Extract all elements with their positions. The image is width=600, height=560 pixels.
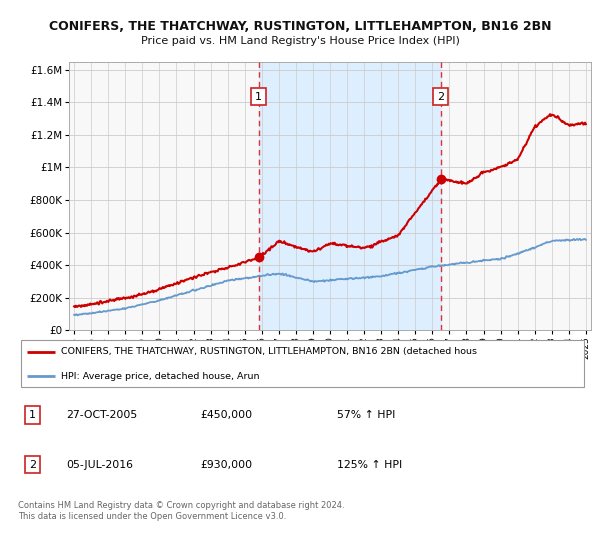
Text: Price paid vs. HM Land Registry's House Price Index (HPI): Price paid vs. HM Land Registry's House … [140, 36, 460, 46]
Text: CONIFERS, THE THATCHWAY, RUSTINGTON, LITTLEHAMPTON, BN16 2BN: CONIFERS, THE THATCHWAY, RUSTINGTON, LIT… [49, 20, 551, 32]
Text: 125% ↑ HPI: 125% ↑ HPI [337, 460, 403, 469]
Text: 1: 1 [29, 410, 36, 420]
Bar [259, 62, 441, 330]
Text: 2: 2 [437, 91, 445, 101]
Text: 05-JUL-2016: 05-JUL-2016 [67, 460, 133, 469]
Text: 2: 2 [29, 460, 36, 469]
Text: 27-OCT-2005: 27-OCT-2005 [67, 410, 138, 420]
Text: Contains HM Land Registry data © Crown copyright and database right 2024.
This d: Contains HM Land Registry data © Crown c… [18, 501, 344, 521]
Text: £450,000: £450,000 [200, 410, 253, 420]
FancyBboxPatch shape [21, 340, 584, 387]
Text: 57% ↑ HPI: 57% ↑ HPI [337, 410, 395, 420]
Text: £930,000: £930,000 [200, 460, 253, 469]
Text: 1: 1 [255, 91, 262, 101]
Text: CONIFERS, THE THATCHWAY, RUSTINGTON, LITTLEHAMPTON, BN16 2BN (detached hous: CONIFERS, THE THATCHWAY, RUSTINGTON, LIT… [61, 347, 477, 356]
Text: HPI: Average price, detached house, Arun: HPI: Average price, detached house, Arun [61, 372, 259, 381]
